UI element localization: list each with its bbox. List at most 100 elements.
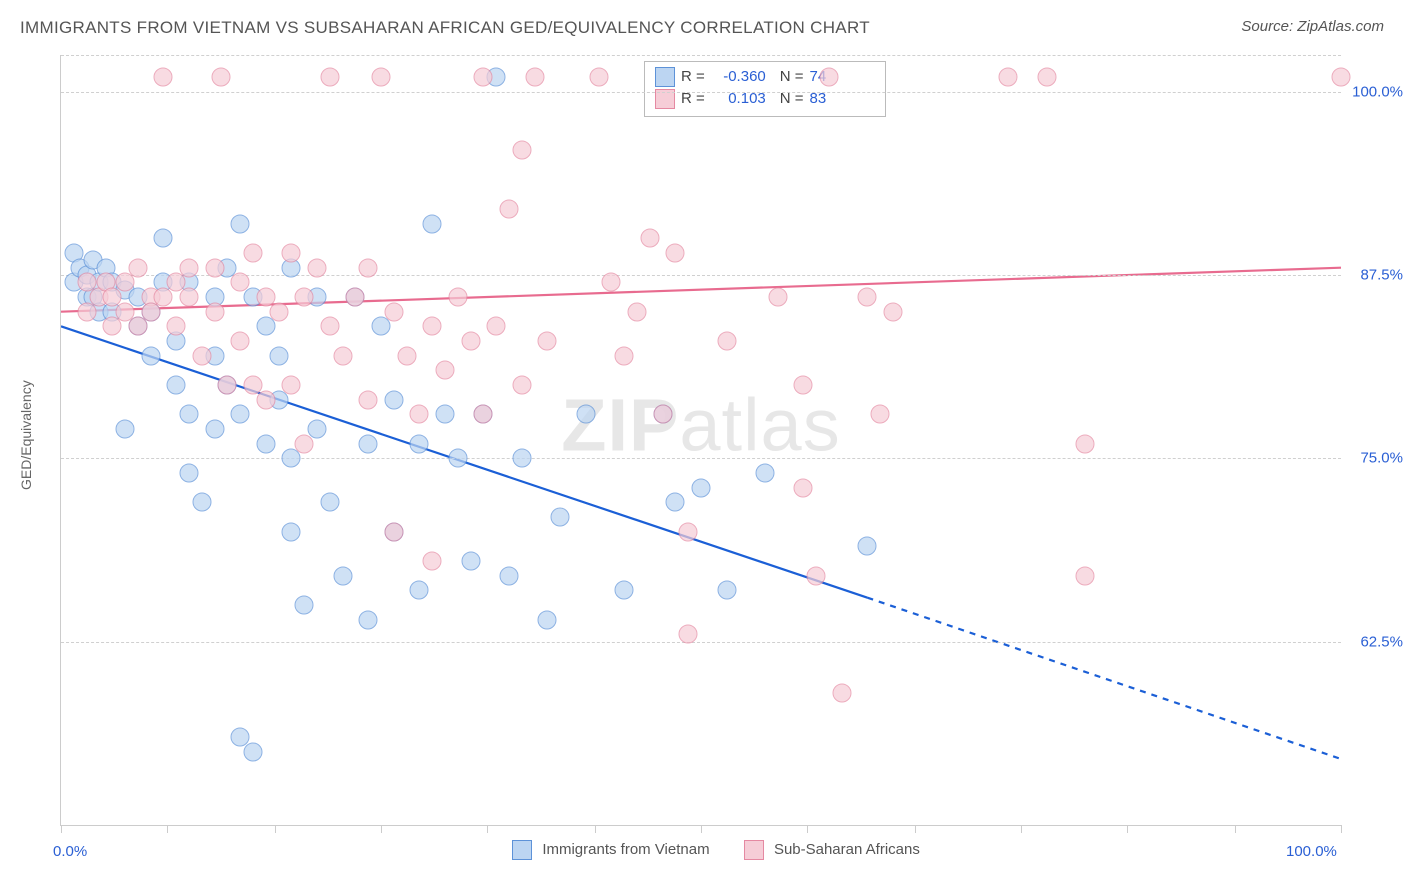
data-point — [384, 390, 403, 409]
r-value: -0.360 — [711, 66, 766, 88]
data-point — [320, 493, 339, 512]
data-point — [666, 493, 685, 512]
data-point — [282, 449, 301, 468]
data-point — [448, 449, 467, 468]
data-point — [282, 522, 301, 541]
data-point — [858, 537, 877, 556]
data-point — [871, 405, 890, 424]
data-point — [282, 244, 301, 263]
data-point — [308, 258, 327, 277]
data-point — [192, 346, 211, 365]
data-point — [212, 68, 231, 87]
x-tick-label: 100.0% — [1286, 843, 1337, 860]
data-point — [154, 288, 173, 307]
data-point — [359, 434, 378, 453]
data-point — [269, 302, 288, 321]
data-point — [474, 405, 493, 424]
data-point — [538, 610, 557, 629]
data-point — [410, 581, 429, 600]
source-attribution: Source: ZipAtlas.com — [1241, 18, 1384, 35]
data-point — [1076, 434, 1095, 453]
watermark: ZIPatlas — [561, 382, 840, 467]
data-point — [794, 478, 813, 497]
legend-row: R =-0.360N =74 — [655, 66, 875, 88]
data-point — [256, 434, 275, 453]
data-point — [141, 346, 160, 365]
gridline — [61, 458, 1341, 459]
data-point — [423, 317, 442, 336]
gridline — [61, 92, 1341, 93]
data-point — [423, 552, 442, 571]
data-point — [372, 317, 391, 336]
data-point — [256, 390, 275, 409]
legend-swatch — [655, 67, 675, 87]
data-point — [474, 68, 493, 87]
legend-label-1: Immigrants from Vietnam — [542, 841, 709, 858]
data-point — [205, 302, 224, 321]
data-point — [858, 288, 877, 307]
data-point — [461, 332, 480, 351]
y-axis-label: GED/Equivalency — [18, 380, 34, 490]
data-point — [666, 244, 685, 263]
data-point — [180, 405, 199, 424]
data-point — [128, 317, 147, 336]
data-point — [717, 332, 736, 351]
x-tick — [275, 825, 276, 833]
x-tick — [487, 825, 488, 833]
watermark-light: atlas — [679, 383, 840, 466]
data-point — [436, 361, 455, 380]
data-point — [282, 376, 301, 395]
data-point — [116, 420, 135, 439]
data-point — [295, 434, 314, 453]
data-point — [832, 684, 851, 703]
data-point — [231, 273, 250, 292]
data-point — [461, 552, 480, 571]
legend-swatch-2 — [744, 840, 764, 860]
data-point — [167, 376, 186, 395]
data-point — [269, 346, 288, 365]
data-point — [410, 434, 429, 453]
data-point — [320, 68, 339, 87]
data-point — [589, 68, 608, 87]
data-point — [218, 376, 237, 395]
n-label: N = — [780, 66, 804, 88]
data-point — [192, 493, 211, 512]
data-point — [77, 302, 96, 321]
data-point — [487, 317, 506, 336]
data-point — [512, 449, 531, 468]
r-label: R = — [681, 66, 705, 88]
data-point — [820, 68, 839, 87]
data-point — [397, 346, 416, 365]
y-tick-label: 75.0% — [1360, 450, 1403, 467]
data-point — [359, 610, 378, 629]
data-point — [154, 68, 173, 87]
data-point — [231, 405, 250, 424]
y-tick-label: 62.5% — [1360, 633, 1403, 650]
x-tick — [1021, 825, 1022, 833]
data-point — [372, 68, 391, 87]
data-point — [679, 625, 698, 644]
data-point — [423, 214, 442, 233]
trend-lines-layer — [61, 55, 1341, 825]
data-point — [794, 376, 813, 395]
data-point — [180, 464, 199, 483]
data-point — [384, 302, 403, 321]
x-tick — [61, 825, 62, 833]
x-tick — [807, 825, 808, 833]
data-point — [359, 390, 378, 409]
data-point — [512, 141, 531, 160]
data-point — [602, 273, 621, 292]
y-tick-label: 87.5% — [1360, 267, 1403, 284]
data-point — [244, 244, 263, 263]
plot-area: ZIPatlas R =-0.360N =74R =0.103N =83 Imm… — [60, 55, 1341, 826]
gridline — [61, 275, 1341, 276]
x-tick — [1235, 825, 1236, 833]
x-tick — [915, 825, 916, 833]
data-point — [384, 522, 403, 541]
data-point — [141, 302, 160, 321]
data-point — [717, 581, 736, 600]
data-point — [1037, 68, 1056, 87]
data-point — [500, 200, 519, 219]
x-tick — [701, 825, 702, 833]
data-point — [128, 258, 147, 277]
